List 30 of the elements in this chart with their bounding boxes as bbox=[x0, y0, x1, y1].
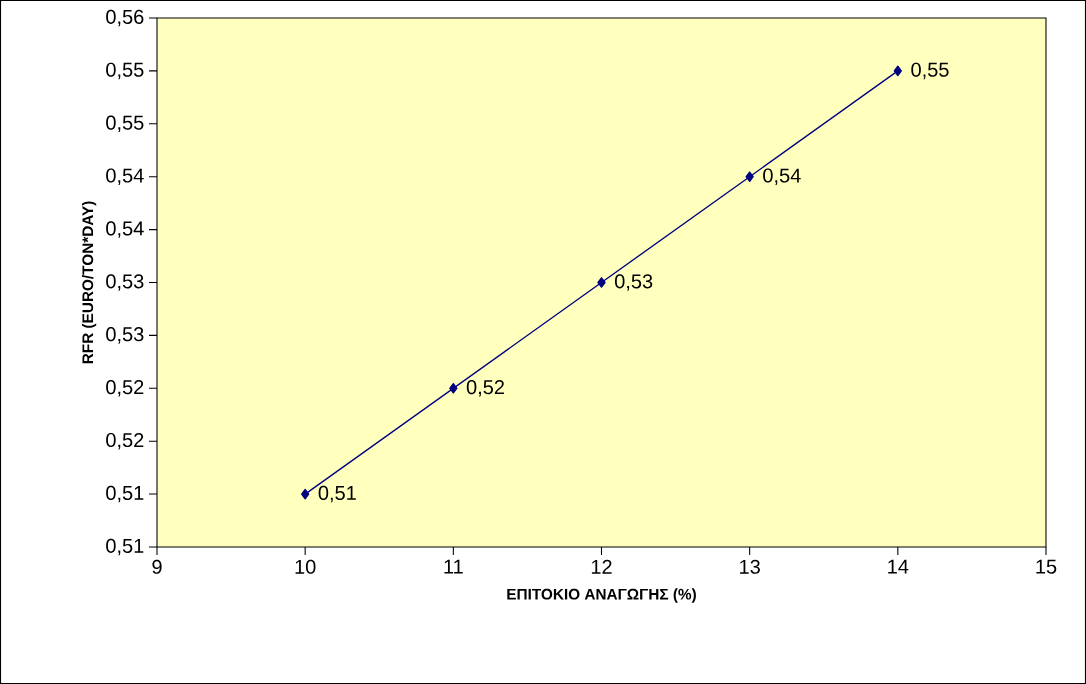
x-tick-label: 12 bbox=[591, 559, 612, 574]
y-tick-label: 0,56 bbox=[106, 9, 144, 27]
data-label: 0,52 bbox=[466, 380, 504, 397]
x-tick-label: 14 bbox=[888, 559, 909, 574]
data-label: 0,51 bbox=[318, 485, 356, 503]
data-label: 0,54 bbox=[763, 168, 801, 185]
x-tick-label: 15 bbox=[1036, 559, 1057, 574]
y-tick-label: 0,55 bbox=[106, 62, 144, 80]
y-tick-label: 0,55 bbox=[106, 115, 144, 133]
data-label: 0,53 bbox=[614, 274, 653, 291]
y-tick-label: 0,53 bbox=[106, 327, 144, 344]
point bbox=[597, 277, 606, 288]
point bbox=[893, 65, 902, 77]
y-tick-label: 0,53 bbox=[106, 274, 144, 291]
point bbox=[301, 488, 310, 500]
data-label: 0,55 bbox=[911, 62, 949, 80]
y-tick-label: 0,54 bbox=[106, 221, 144, 238]
y-tick-label: 0,54 bbox=[106, 168, 144, 185]
x-tick-label: 11 bbox=[444, 559, 463, 574]
x-tick-label: 13 bbox=[740, 559, 760, 574]
point bbox=[449, 382, 458, 394]
y-tick-label: 0,51 bbox=[106, 538, 144, 556]
point bbox=[745, 171, 754, 183]
x-axis-title: ΕΠΙΤΟΚΙΟ ΑΝΑΓΩΓΗΣ (%) bbox=[507, 588, 696, 603]
x-tick-label: 9 bbox=[152, 559, 162, 574]
y-tick-label: 0,51 bbox=[106, 485, 144, 503]
y-tick-label: 0,52 bbox=[106, 380, 144, 397]
x-tick-label: 10 bbox=[295, 559, 316, 574]
y-axis-title: RFR (EURO/TON*DAY) bbox=[81, 201, 97, 364]
y-tick-label: 0,52 bbox=[106, 432, 144, 450]
